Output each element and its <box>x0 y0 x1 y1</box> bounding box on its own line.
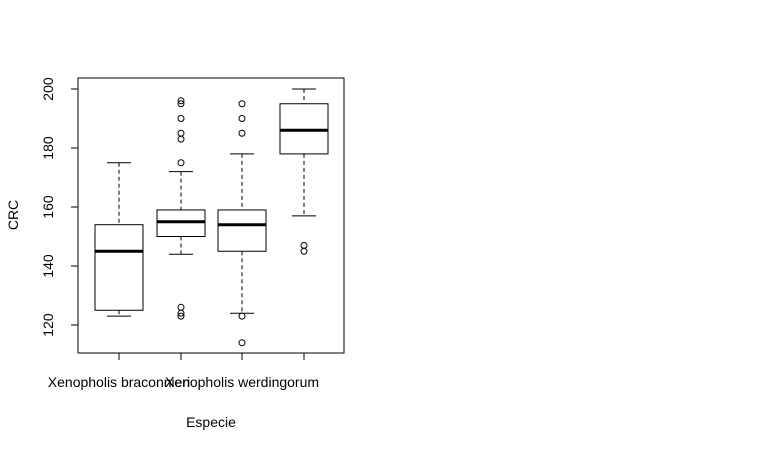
box-group <box>279 88 329 255</box>
outlier-point <box>300 247 308 255</box>
outlier-point <box>238 115 246 122</box>
y-tick-label: 120 <box>40 313 56 337</box>
y-tick-label: 160 <box>40 195 56 219</box>
outlier-point <box>238 312 246 320</box>
outlier-point <box>177 135 185 143</box>
y-axis-title: CRC <box>5 200 21 230</box>
y-tick-label: 200 <box>40 77 56 101</box>
y-axis: 120 140 160 180 200 <box>40 77 79 337</box>
x-axis-title: Especie <box>186 414 236 430</box>
outlier-point <box>177 129 185 137</box>
outlier-point <box>177 115 185 122</box>
outlier-point <box>177 100 185 108</box>
y-tick-label: 180 <box>40 136 56 160</box>
outlier-point <box>177 312 185 320</box>
outlier-point <box>177 159 185 167</box>
outlier-point <box>177 97 185 105</box>
x-tick-label: Xenopholis werdingorum <box>165 374 319 390</box>
x-tick-label: Xenopholis braconnieri <box>48 374 190 390</box>
iqr-box <box>217 209 267 252</box>
boxes <box>94 88 329 347</box>
outlier-point <box>300 241 308 249</box>
outlier-point <box>177 303 185 311</box>
outlier-point <box>238 129 246 137</box>
outlier-point <box>238 100 246 108</box>
box-group <box>217 100 267 347</box>
outlier-point <box>238 339 246 347</box>
iqr-box <box>94 224 144 311</box>
box-group <box>94 162 144 317</box>
box-group <box>156 97 206 320</box>
y-tick-label: 140 <box>40 254 56 278</box>
